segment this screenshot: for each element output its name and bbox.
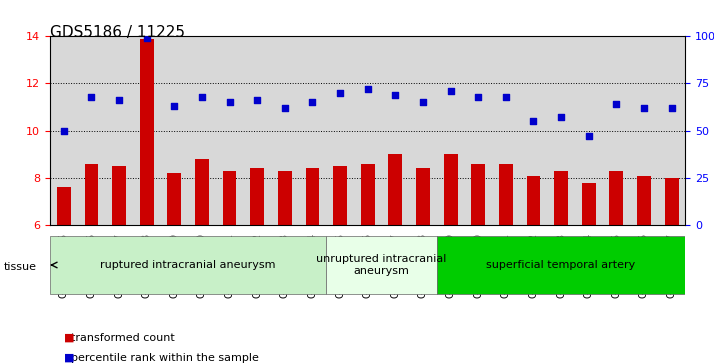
Point: [334, 90, 346, 96]
Bar: [84, 164, 99, 225]
Point: [58, 128, 69, 134]
Bar: [526, 176, 540, 225]
Point: [307, 99, 318, 105]
Point: [141, 35, 152, 41]
Bar: [582, 183, 595, 225]
Bar: [665, 178, 678, 225]
Bar: [637, 176, 651, 225]
FancyBboxPatch shape: [326, 236, 437, 294]
Point: [555, 115, 567, 121]
Bar: [610, 171, 623, 225]
Point: [390, 92, 401, 98]
Text: transformed count: transformed count: [64, 333, 175, 343]
Bar: [416, 168, 430, 225]
Point: [417, 99, 428, 105]
Point: [196, 94, 208, 99]
Text: GDS5186 / 11225: GDS5186 / 11225: [50, 25, 185, 40]
Text: tissue: tissue: [4, 262, 36, 272]
Bar: [361, 164, 375, 225]
Text: ■: ■: [64, 333, 75, 343]
Point: [86, 94, 97, 99]
FancyBboxPatch shape: [50, 236, 326, 294]
Point: [528, 118, 539, 124]
Point: [445, 88, 456, 94]
Point: [473, 94, 484, 99]
Bar: [112, 166, 126, 225]
Bar: [223, 171, 236, 225]
Bar: [57, 187, 71, 225]
Text: percentile rank within the sample: percentile rank within the sample: [64, 352, 259, 363]
Bar: [195, 159, 208, 225]
Text: superficial temporal artery: superficial temporal artery: [486, 260, 635, 270]
Point: [251, 98, 263, 103]
Point: [224, 99, 236, 105]
Point: [169, 103, 180, 109]
Point: [638, 105, 650, 111]
Bar: [251, 168, 264, 225]
Bar: [333, 166, 347, 225]
Bar: [140, 38, 154, 225]
Point: [666, 105, 678, 111]
Bar: [471, 164, 485, 225]
Point: [610, 101, 622, 107]
Bar: [306, 168, 319, 225]
Text: ruptured intracranial aneurysm: ruptured intracranial aneurysm: [101, 260, 276, 270]
Bar: [554, 171, 568, 225]
Text: ■: ■: [64, 352, 75, 363]
Point: [583, 134, 595, 139]
Point: [500, 94, 511, 99]
Point: [114, 98, 125, 103]
Bar: [443, 154, 458, 225]
Point: [362, 86, 373, 92]
Point: [279, 105, 291, 111]
Bar: [167, 173, 181, 225]
FancyBboxPatch shape: [437, 236, 685, 294]
Bar: [499, 164, 513, 225]
Bar: [388, 154, 402, 225]
Text: unruptured intracranial
aneurysm: unruptured intracranial aneurysm: [316, 254, 447, 276]
Bar: [278, 171, 292, 225]
